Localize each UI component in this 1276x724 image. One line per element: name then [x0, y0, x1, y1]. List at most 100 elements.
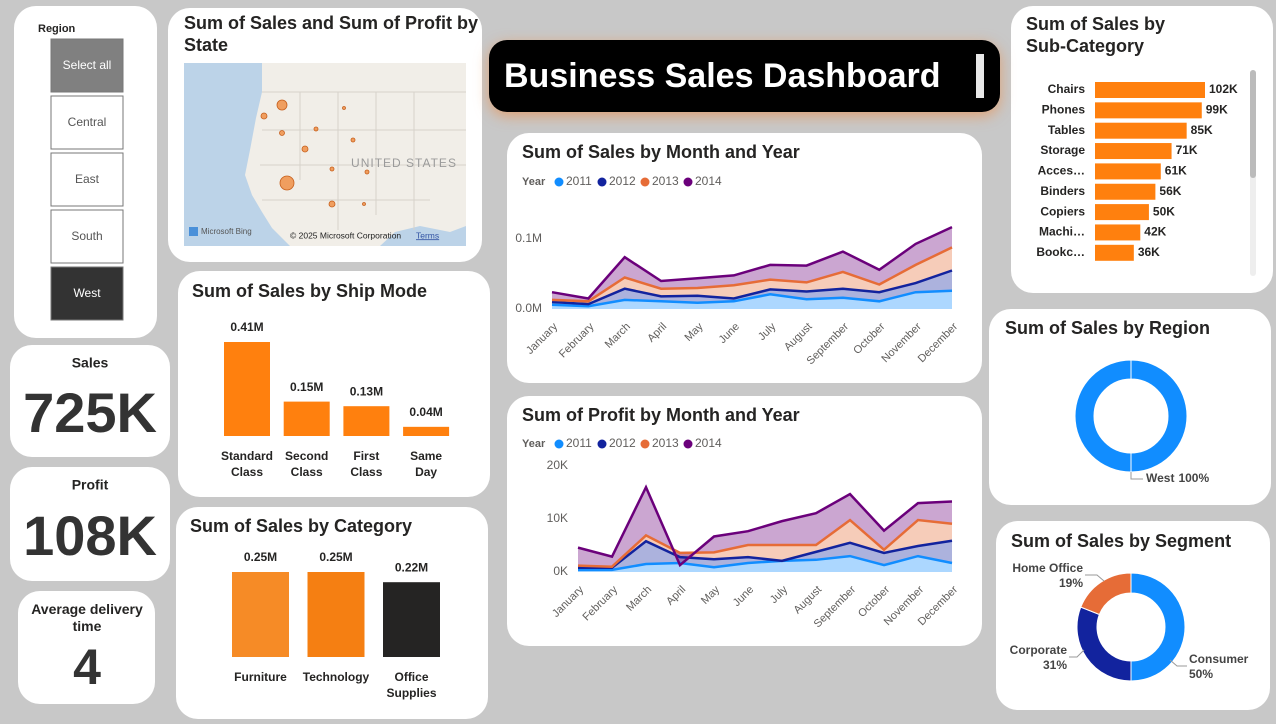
map-bubble — [342, 106, 346, 110]
panel — [989, 309, 1271, 505]
x-tick-label: Technology — [302, 670, 370, 684]
data-label: 61K — [1165, 164, 1187, 178]
legend-title: Year — [522, 176, 546, 188]
data-label: 99K — [1206, 103, 1228, 117]
bar — [343, 406, 390, 436]
slicer-option[interactable] — [50, 95, 124, 150]
card-value: 108K — [23, 504, 157, 567]
map-ocean — [184, 63, 290, 246]
category-label: West — [1146, 471, 1174, 485]
area-fill — [578, 556, 952, 572]
card-label: Profit — [72, 477, 109, 493]
map-bubble — [364, 169, 370, 175]
bar — [1095, 82, 1205, 98]
category-label: Corporate — [1010, 643, 1068, 657]
data-label: 36K — [1138, 245, 1160, 259]
chart-title-box: Sum of Sales by Sub-Category — [1026, 14, 1166, 56]
panel — [507, 133, 982, 383]
data-label: 56K — [1159, 184, 1181, 198]
panel — [18, 591, 155, 704]
data-label: 0.41M — [230, 320, 263, 334]
data-label: 85K — [1191, 123, 1213, 137]
y-tick-label: Tables — [1048, 123, 1085, 137]
slicer-option-label: Central — [68, 115, 107, 129]
map-brand: Microsoft Bing — [201, 227, 252, 236]
area-fill — [552, 290, 952, 309]
y-tick-label: 20K — [547, 458, 568, 472]
data-label: 71K — [1176, 143, 1198, 157]
chart-title: Sum of Sales by Ship Mode — [192, 281, 428, 301]
chart-title-box: Sum of Sales by Region — [1005, 318, 1211, 338]
data-label: 0.15M — [290, 380, 323, 394]
legend-marker — [554, 177, 564, 187]
legend-label: 2011 — [566, 174, 592, 188]
leader-line — [1130, 472, 1143, 480]
chart-title: Sum of Sales by Sub-Category — [1026, 14, 1166, 56]
legend-label: 2011 — [566, 436, 592, 450]
scrollbar-thumb[interactable] — [1250, 70, 1256, 178]
chart-title: Sum of Sales by Segment — [1011, 531, 1232, 551]
area-fill — [552, 270, 952, 307]
data-label: 0.13M — [350, 384, 383, 398]
card-label-box: Average delivery time — [31, 601, 143, 634]
y-tick-label: Chairs — [1048, 82, 1086, 96]
slicer-option-label: East — [75, 172, 100, 186]
legend-marker — [683, 177, 693, 187]
chart-title-box: Sum of Sales by Ship Mode — [192, 281, 428, 301]
bar — [283, 401, 330, 436]
y-tick-label: Acces… — [1038, 164, 1085, 178]
chart-title-box: Sum of Profit by Month and Year — [522, 405, 800, 425]
banner-cursor — [976, 54, 984, 98]
bar — [1095, 224, 1141, 241]
chart-title: Sum of Sales by Category — [190, 516, 413, 536]
chart-title-box: Sum of Sales by Segment — [1011, 531, 1232, 551]
chart-title-box: Sum of Sales by Month and Year — [522, 142, 800, 162]
legend-marker — [554, 439, 564, 449]
donut-slice — [1074, 359, 1188, 473]
card-value: 725K — [23, 381, 157, 444]
panel — [10, 345, 170, 457]
x-tick-label-box: Furniture — [234, 670, 287, 684]
bar — [1095, 183, 1156, 200]
panel — [178, 271, 490, 497]
legend-marker — [640, 177, 650, 187]
donut-slice — [1130, 572, 1186, 682]
x-tick-label-box: Same Day — [410, 449, 442, 479]
map-gulf — [380, 226, 466, 246]
map-bubble — [260, 112, 268, 120]
slicer-option[interactable] — [50, 266, 124, 321]
series-line — [551, 289, 953, 308]
panel — [10, 467, 170, 581]
slicer-option-label: South — [71, 229, 102, 243]
bar — [1095, 163, 1161, 180]
chart-title: Sum of Sales by Region — [1005, 318, 1211, 338]
y-tick-label: Binders — [1040, 184, 1085, 198]
slicer-title: Region — [38, 23, 76, 35]
map-bubble — [362, 202, 366, 206]
category-label: Home Office — [1012, 561, 1083, 575]
x-tick-label-box: Office Supplies — [386, 670, 436, 700]
series-line — [578, 554, 953, 572]
bar — [1095, 102, 1202, 119]
leader-line — [1085, 574, 1105, 582]
bar — [307, 572, 365, 657]
area-fill — [552, 227, 952, 302]
slicer-option[interactable] — [50, 209, 124, 264]
x-tick-label: First Class — [350, 449, 383, 479]
y-tick-label: Storage — [1040, 143, 1085, 157]
leader-line — [1169, 659, 1187, 667]
map-bubble — [329, 166, 335, 172]
value-label: 50% — [1189, 667, 1213, 681]
data-label: 102K — [1209, 82, 1238, 96]
y-tick-label: Machi… — [1039, 225, 1085, 239]
area-fill — [552, 247, 952, 305]
slicer-option[interactable] — [50, 152, 124, 207]
chart-title-box: Sum of Sales by Category — [190, 516, 413, 536]
slicer-option[interactable] — [50, 38, 124, 93]
map-terms[interactable]: Terms — [416, 230, 439, 240]
value-label: 19% — [1059, 576, 1083, 590]
map-title: Sum of Sales and Sum of Profit by State — [184, 13, 479, 55]
bar — [232, 572, 289, 657]
